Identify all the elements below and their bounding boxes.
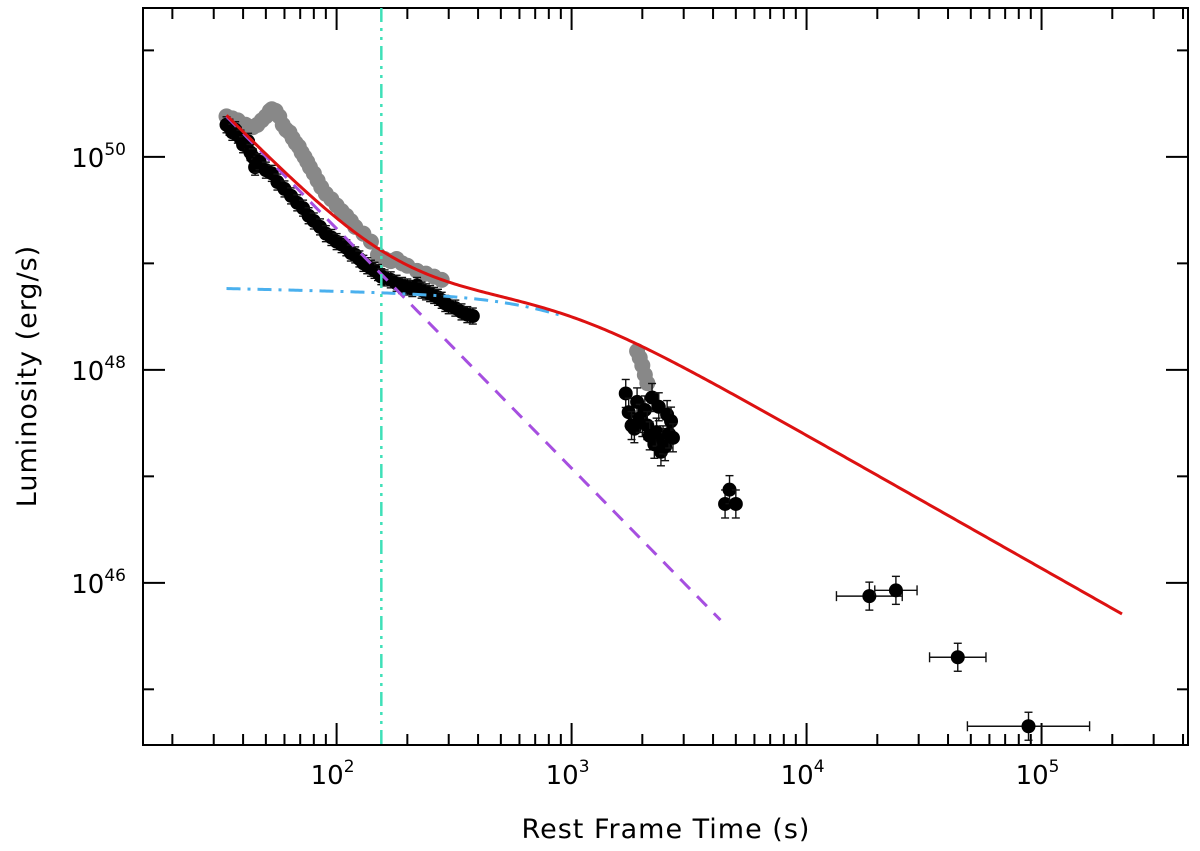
x-tick-label: 105 (1016, 757, 1060, 791)
ticks-layer (143, 8, 1188, 745)
x-tick-label: 103 (546, 757, 590, 791)
x-tick-label: 104 (781, 757, 825, 791)
data-point (637, 402, 652, 417)
y-tick-label: 1046 (71, 566, 126, 600)
x-tick-label: 102 (311, 757, 355, 791)
gray-point (639, 375, 656, 392)
x-axis-title: Rest Frame Time (s) (522, 814, 811, 845)
y-tick-label: 1048 (71, 353, 126, 387)
data-point (728, 496, 743, 511)
data-point (1113, 752, 1127, 766)
data-point (618, 386, 633, 401)
data-point (718, 496, 733, 511)
y-axis-title: Luminosity (erg/s) (12, 245, 43, 507)
data-point (664, 414, 679, 429)
data-point (950, 650, 965, 665)
labels-layer: 102 103 104 105 1046 1048 1050 (71, 140, 1059, 791)
y-tick-label: 1050 (71, 140, 126, 174)
data-point (722, 482, 737, 497)
data-point (465, 309, 480, 324)
marks-layer (218, 8, 1127, 766)
data-point (665, 430, 680, 445)
data-point (1021, 719, 1036, 734)
plateau-component-curve (226, 287, 562, 317)
data-point (862, 589, 877, 604)
steep-component-curve (225, 115, 722, 622)
total-fit-curve (225, 114, 1123, 616)
plot-frame (142, 7, 1189, 746)
data-point (888, 583, 903, 598)
